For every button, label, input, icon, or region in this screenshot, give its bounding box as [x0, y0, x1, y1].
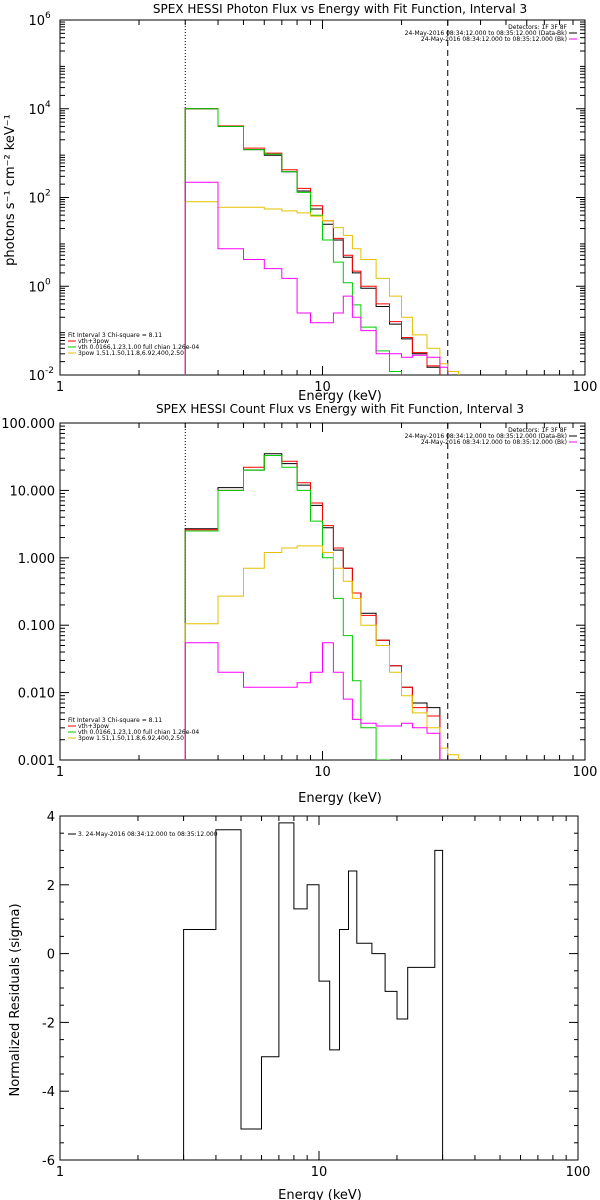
series-group: [184, 108, 460, 375]
legend-entry: 24-May-2016 08:34:12.000 to 08:35:12.000…: [421, 439, 567, 446]
x-tick-label: 10: [314, 765, 331, 780]
legend-entry: 3. 24-May-2016 08:34:12.000 to 08:35:12.…: [78, 831, 218, 838]
y-axis-label: Normalized Residuals (sigma): [8, 903, 23, 1096]
series-line: [184, 453, 441, 760]
y-tick-label: 10.000: [10, 484, 56, 499]
legend-entry: Fit Interval 3 Chi-square = 8.11: [68, 717, 162, 724]
plot-frame: [59, 815, 579, 1161]
chart-title: SPEX HESSI Count Flux vs Energy with Fit…: [156, 402, 524, 416]
legend-entry: vth 0.0166,1.23,1.00 full chian 1.26e-04: [78, 344, 199, 351]
plot-frame: [59, 422, 586, 761]
x-axis-label: Energy (keV): [278, 1188, 362, 1200]
legend-entry: 24-May-2016 08:34:12.000 to 08:35:12.000…: [421, 36, 567, 43]
y-tick-label: -6: [42, 1154, 55, 1169]
y-tick-label: 1.000: [18, 552, 55, 567]
y-tick-label-base: 10: [28, 14, 45, 29]
series-line: [184, 108, 441, 375]
y-axis-label: photons s⁻¹ cm⁻² keV⁻¹: [3, 114, 18, 266]
series-line: [184, 181, 449, 375]
legend-entry: vth 0.0166,1.23,1.00 full chian 1.26e-04: [78, 729, 199, 736]
series-line: [184, 545, 460, 760]
legend-entry: Fit Interval 3 Chi-square = 8.11: [68, 332, 162, 339]
y-tick-label: -4: [42, 1085, 55, 1100]
plot-frame: [59, 19, 586, 376]
x-tick-label: 100: [573, 380, 598, 395]
series-line: [184, 108, 402, 375]
series-line: [184, 455, 390, 760]
legend-entry: Detectors: 1F 3F 8F: [508, 24, 567, 31]
y-tick-label: 2: [47, 879, 55, 894]
legend-entry: vth+3pow: [78, 723, 109, 730]
legend-entry: vth+3pow: [78, 338, 109, 345]
y-tick-label-base: 10: [28, 369, 45, 384]
y-tick-label-exponent: 6: [45, 11, 51, 21]
chart-title: SPEX HESSI Photon Flux vs Energy with Fi…: [153, 2, 527, 16]
y-tick-label-exponent: -2: [45, 366, 54, 376]
y-tick-label: 0.001: [18, 754, 55, 769]
legend-entry: 24-May-2016 08:34:12.000 to 08:35:12.000…: [405, 30, 567, 37]
y-tick-label: 100.000: [1, 417, 55, 432]
series-line: [184, 642, 441, 760]
y-tick-label: 0: [47, 948, 55, 963]
residuals-panel: Energy (keV) Normalized Residuals (sigma…: [8, 810, 590, 1200]
legend-entry: 24-May-2016 08:34:12.000 to 08:35:12.000…: [405, 433, 567, 440]
y-tick-label-exponent: 0: [45, 277, 51, 287]
series-line: [183, 822, 444, 1160]
count-flux-panel: SPEX HESSI Count Flux vs Energy with Fit…: [1, 402, 597, 806]
y-tick-label: -2: [42, 1016, 55, 1031]
y-tick-label: 0.100: [18, 619, 55, 634]
x-tick-label: 10: [311, 1165, 328, 1180]
y-tick-label: 4: [47, 810, 55, 825]
y-tick-label-exponent: 4: [45, 100, 51, 110]
y-tick-label: 0.010: [18, 687, 55, 702]
x-tick-label: 1: [56, 765, 64, 780]
legend-entry: 3pow 1.51,1.50,11.8,6.92,400,2.50: [78, 735, 184, 742]
x-tick-label: 10: [314, 380, 331, 395]
photon-flux-panel: SPEX HESSI Photon Flux vs Energy with Fi…: [3, 2, 598, 404]
x-tick-label: 1: [56, 1165, 64, 1180]
x-axis-label: Energy (keV): [298, 389, 382, 404]
x-axis-label: Energy (keV): [298, 791, 382, 806]
y-tick-label-exponent: 2: [45, 189, 51, 199]
y-tick-label-base: 10: [28, 192, 45, 207]
x-tick-label: 1: [56, 380, 64, 395]
x-tick-label: 100: [566, 1165, 591, 1180]
series-group: [184, 453, 460, 760]
series-line: [184, 201, 460, 375]
series-line: [184, 108, 441, 375]
y-tick-label-base: 10: [28, 280, 45, 295]
legend-entry: 3pow 1.51,1.50,11.8,6.92,400,2.50: [78, 350, 184, 357]
y-tick-label-base: 10: [28, 103, 45, 118]
legend-entry: Detectors: 1F 3F 8F: [508, 427, 567, 434]
x-tick-label: 100: [573, 765, 598, 780]
series-group: [183, 822, 444, 1160]
